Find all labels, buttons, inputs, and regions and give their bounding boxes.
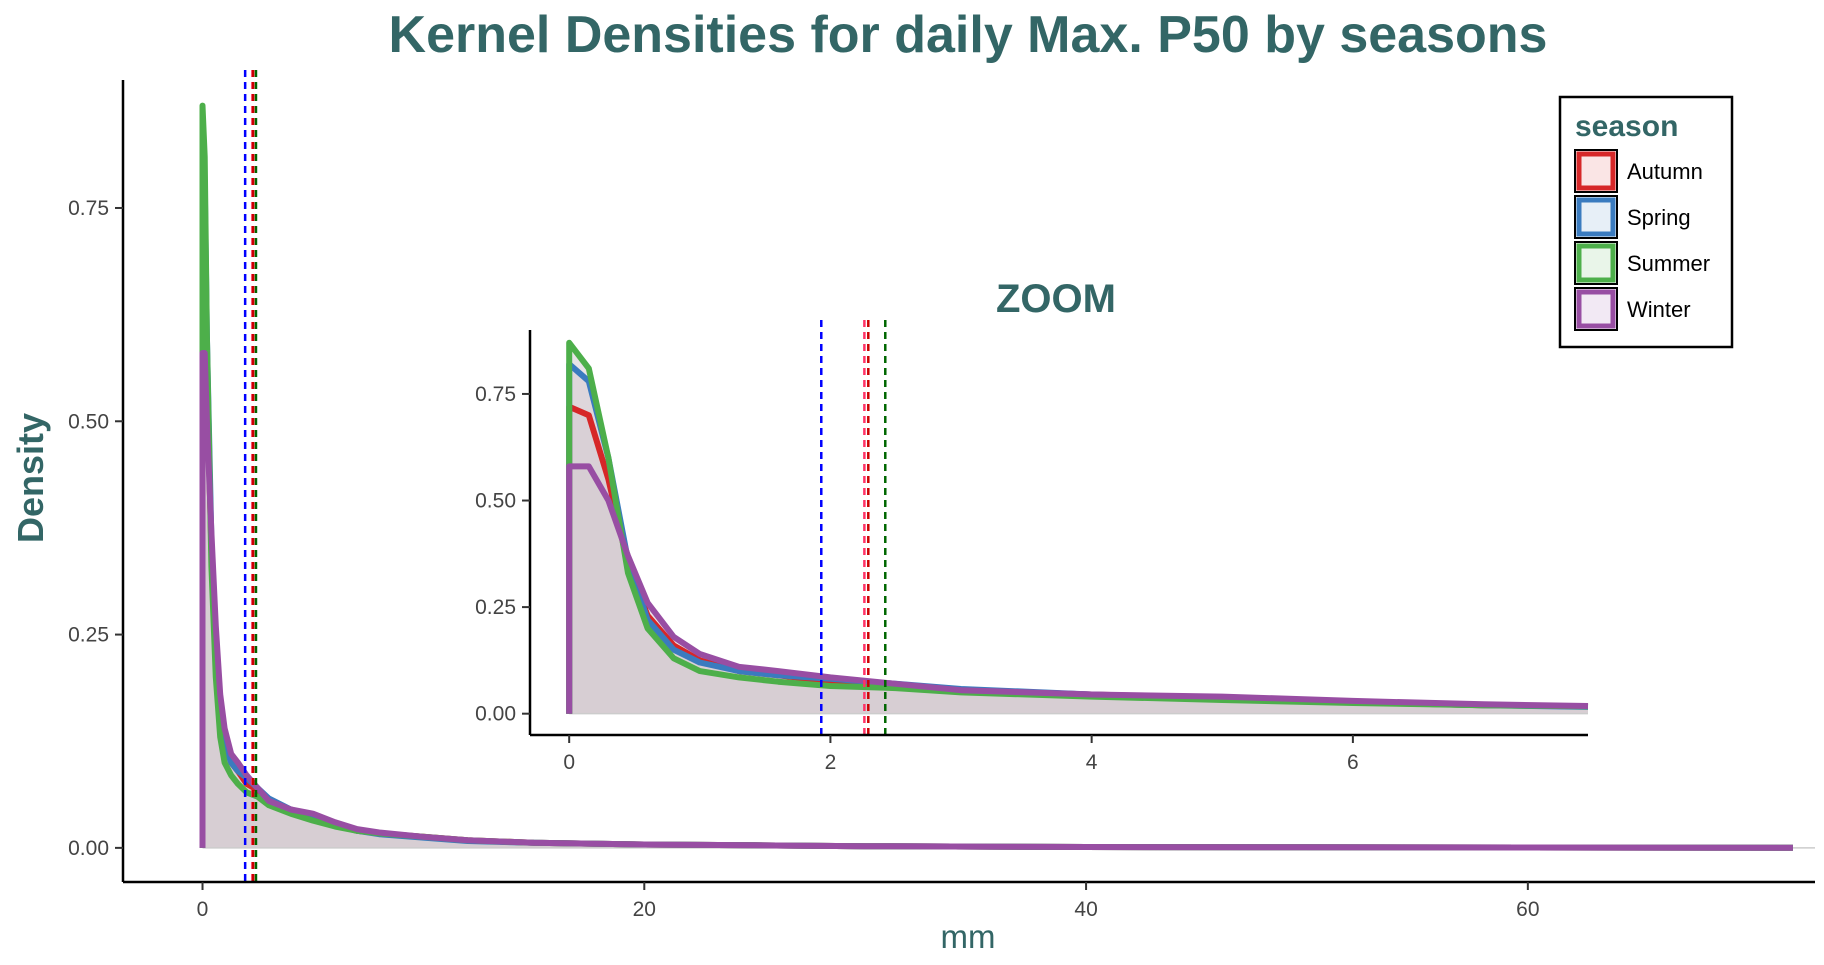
legend-key-autumn: [1574, 149, 1618, 193]
x-tick-label: 4: [1086, 751, 1098, 774]
chart-title: Kernel Densities for daily Max. P50 by s…: [389, 6, 1548, 64]
legend-swatch-autumn: [1576, 151, 1616, 191]
y-tick-label: 0.00: [68, 837, 109, 860]
legend-swatch-spring: [1576, 197, 1616, 237]
y-tick-label: 0.00: [475, 703, 516, 726]
legend-label-summer: Summer: [1627, 251, 1710, 276]
legend-key-spring: [1574, 195, 1618, 239]
legend-label-spring: Spring: [1627, 205, 1691, 230]
legend-key-summer: [1574, 241, 1618, 285]
legend-title: season: [1575, 110, 1678, 143]
line-winter: [199, 350, 1793, 851]
x-tick-label: 0: [197, 898, 209, 921]
y-tick-label: 0.75: [475, 383, 516, 406]
x-tick-label: 2: [825, 751, 837, 774]
x-tick-label: 20: [633, 898, 656, 921]
x-tick-label: 0: [563, 751, 575, 774]
legend: season Autumn Spring Summer Winter: [1558, 95, 1734, 349]
y-tick-label: 0.50: [475, 490, 516, 513]
x-tick-label: 40: [1074, 898, 1097, 921]
y-axis-title: Density: [10, 413, 51, 543]
zoom-title: ZOOM: [996, 277, 1116, 321]
legend-swatch-winter: [1576, 289, 1616, 329]
x-tick-label: 6: [1347, 751, 1359, 774]
area-winter: [569, 466, 1588, 714]
legend-label-winter: Winter: [1627, 297, 1691, 322]
y-tick-label: 0.50: [68, 410, 109, 433]
legend-label-autumn: Autumn: [1627, 159, 1703, 184]
y-tick-label: 0.75: [68, 197, 109, 220]
zoom-plot: 0 2 4 6 0.00 0.25 0.50 0.75: [475, 320, 1593, 774]
x-axis-title: mm: [941, 918, 996, 955]
line-summer: [566, 339, 1589, 714]
y-tick-label: 0.25: [475, 596, 516, 619]
y-tick-label: 0.25: [68, 624, 109, 647]
line-winter: [566, 463, 1589, 714]
legend-swatch-summer: [1576, 243, 1616, 283]
legend-key-winter: [1574, 287, 1618, 331]
x-tick-label: 60: [1516, 898, 1539, 921]
main-plot: 0 20 40 600.000.250.500.75: [68, 70, 1815, 921]
